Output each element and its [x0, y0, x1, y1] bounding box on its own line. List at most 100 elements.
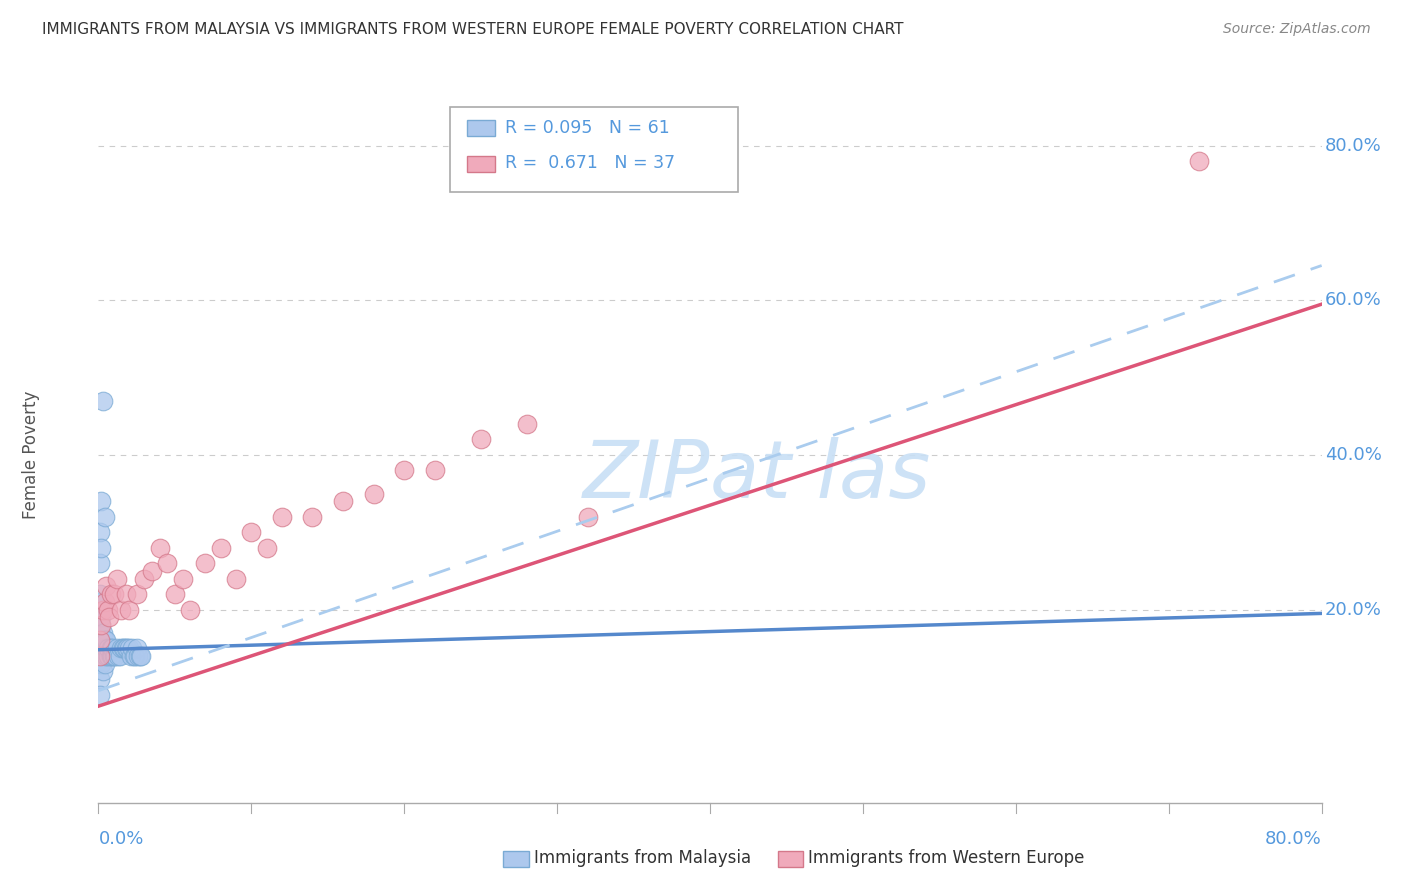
Point: [125, 641, 148, 656]
Point: [89, 648, 111, 663]
Point: [94, 648, 117, 663]
Point: [125, 587, 148, 601]
Point: [117, 641, 139, 656]
Point: [179, 602, 201, 616]
Point: [156, 556, 179, 570]
Point: [240, 525, 263, 540]
Point: [94, 579, 117, 593]
Point: [124, 648, 146, 663]
Text: R =  0.671   N = 37: R = 0.671 N = 37: [505, 154, 675, 172]
Point: [194, 556, 217, 570]
Point: [104, 648, 127, 663]
Point: [470, 433, 492, 447]
Point: [105, 572, 128, 586]
Point: [115, 587, 138, 601]
Point: [423, 463, 446, 477]
Point: [89, 641, 111, 656]
Text: 40.0%: 40.0%: [1324, 446, 1382, 464]
Text: ZIP: ZIP: [582, 437, 710, 515]
Point: [122, 648, 145, 663]
Point: [90, 618, 112, 632]
Point: [225, 572, 247, 586]
Point: [141, 564, 163, 578]
Text: 80.0%: 80.0%: [1265, 830, 1322, 848]
Text: IMMIGRANTS FROM MALAYSIA VS IMMIGRANTS FROM WESTERN EUROPE FEMALE POVERTY CORREL: IMMIGRANTS FROM MALAYSIA VS IMMIGRANTS F…: [42, 22, 904, 37]
Point: [118, 602, 141, 616]
Point: [163, 587, 186, 601]
Point: [89, 556, 111, 570]
Point: [89, 525, 111, 540]
Point: [89, 672, 111, 686]
Point: [108, 648, 131, 663]
Point: [98, 610, 121, 624]
Point: [89, 633, 111, 648]
Point: [89, 625, 111, 640]
Point: [332, 494, 354, 508]
Point: [256, 541, 278, 555]
Point: [94, 633, 117, 648]
Text: Immigrants from Western Europe: Immigrants from Western Europe: [808, 849, 1085, 867]
Point: [516, 417, 538, 431]
Point: [89, 610, 111, 624]
Point: [1188, 154, 1211, 169]
Point: [94, 641, 117, 656]
Point: [97, 648, 120, 663]
Point: [89, 633, 111, 648]
Point: [91, 641, 114, 656]
Point: [93, 509, 115, 524]
Point: [301, 509, 323, 524]
Point: [90, 494, 112, 508]
Point: [105, 641, 128, 656]
Point: [101, 648, 124, 663]
Point: [89, 618, 111, 632]
Point: [103, 648, 125, 663]
Text: 60.0%: 60.0%: [1324, 292, 1382, 310]
Point: [91, 602, 114, 616]
Point: [172, 572, 194, 586]
Point: [91, 648, 114, 663]
Point: [121, 641, 143, 656]
Point: [93, 595, 115, 609]
Point: [100, 641, 122, 656]
Point: [363, 486, 385, 500]
Text: Female Poverty: Female Poverty: [22, 391, 41, 519]
Point: [111, 641, 134, 656]
Text: 20.0%: 20.0%: [1324, 600, 1382, 618]
Point: [91, 393, 114, 408]
Point: [149, 541, 172, 555]
Point: [128, 648, 150, 663]
Point: [103, 587, 125, 601]
Point: [118, 641, 141, 656]
Text: R = 0.095   N = 61: R = 0.095 N = 61: [505, 119, 669, 136]
Point: [89, 595, 111, 609]
Point: [90, 641, 112, 656]
Point: [90, 648, 112, 663]
Point: [110, 641, 132, 656]
Point: [576, 509, 599, 524]
Point: [100, 648, 122, 663]
Point: [89, 587, 111, 601]
Point: [93, 633, 115, 648]
Point: [392, 463, 416, 477]
Point: [89, 688, 111, 702]
Point: [112, 641, 135, 656]
Point: [90, 633, 112, 648]
Text: at las: at las: [710, 437, 931, 515]
Point: [93, 657, 115, 671]
Point: [110, 602, 132, 616]
Point: [93, 648, 115, 663]
Point: [90, 541, 112, 555]
Point: [97, 602, 120, 616]
Point: [90, 657, 112, 671]
Point: [97, 641, 120, 656]
Point: [91, 625, 114, 640]
Point: [107, 648, 129, 663]
Point: [100, 587, 122, 601]
Point: [90, 618, 112, 632]
Point: [101, 641, 124, 656]
Text: 80.0%: 80.0%: [1324, 136, 1382, 154]
Point: [134, 572, 156, 586]
Point: [129, 648, 152, 663]
Point: [91, 633, 114, 648]
Point: [209, 541, 232, 555]
